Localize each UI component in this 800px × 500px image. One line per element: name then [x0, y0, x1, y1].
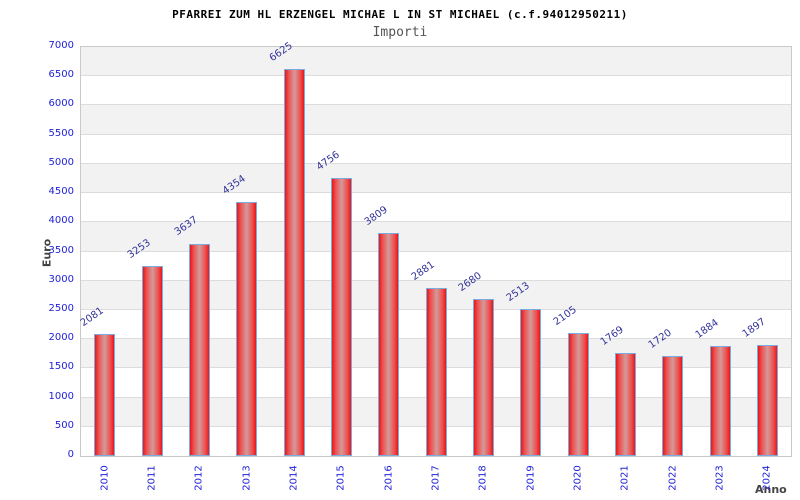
bar-2021: [614, 352, 636, 456]
x-tick-label: 2015: [335, 465, 347, 491]
x-tick-label: 2023: [714, 465, 726, 491]
bar-2022: [662, 355, 684, 456]
y-tick-label: 4000: [48, 215, 74, 227]
bar-2018: [472, 299, 494, 456]
x-tick-label: 2024: [761, 465, 773, 491]
plot-band: [81, 47, 791, 77]
bar-2011: [141, 265, 163, 456]
y-tick-label: 1000: [48, 390, 74, 402]
bar-2020: [567, 333, 589, 456]
gridline: [81, 279, 791, 281]
bar-2016: [378, 233, 400, 456]
y-tick-label: 3500: [48, 244, 74, 256]
y-tick-label: 1500: [48, 361, 74, 373]
plot-band: [81, 76, 791, 106]
chart-subtitle: Importi: [372, 25, 428, 40]
bar-2015: [330, 178, 352, 456]
gridline: [81, 75, 791, 77]
x-tick-label: 2011: [146, 465, 158, 491]
plot-band: [81, 193, 791, 223]
y-tick-label: 3000: [48, 273, 74, 285]
y-tick-label: 6500: [48, 69, 74, 81]
y-tick-label: 4500: [48, 186, 74, 198]
x-tick-label: 2020: [572, 465, 584, 491]
plot-area: 2081 3253 3637 4354 6625 4756 3809 2881 2680 2513…: [78, 40, 792, 457]
plot-band: [81, 163, 791, 194]
x-tick-label: 2018: [477, 465, 489, 491]
chart-title: PFARREI ZUM HL ERZENGEL MICHAE L IN ST M…: [172, 8, 628, 21]
x-tick-label: 2014: [288, 465, 300, 491]
x-axis-title: Anno: [755, 483, 787, 496]
plot-band: [81, 251, 791, 281]
y-tick-label: 7000: [48, 40, 74, 51]
x-tick-label: 2016: [383, 465, 395, 491]
plot-band: [81, 105, 791, 135]
bar-2023: [709, 345, 731, 456]
y-tick-label: 6000: [48, 98, 74, 110]
bar-2024: [756, 345, 778, 456]
x-tick-label: 2012: [193, 465, 205, 491]
y-tick-label: 5500: [48, 127, 74, 139]
x-tick-label: 2021: [619, 465, 631, 491]
y-tick-label: 500: [54, 419, 74, 431]
gridline: [81, 192, 791, 194]
x-tick-label: 2013: [241, 465, 253, 491]
y-tick-label: 2500: [48, 302, 74, 314]
x-tick-label: 2019: [525, 465, 537, 491]
bar-2012: [188, 243, 210, 456]
y-tick-label: 2000: [48, 332, 74, 344]
bar-2019: [520, 309, 542, 456]
plot-band: [81, 134, 791, 164]
x-tick-label: 2010: [99, 465, 111, 491]
gridline: [81, 250, 791, 252]
gridline: [81, 162, 791, 164]
y-tick-label: 5000: [48, 156, 74, 168]
x-tick-label: 2022: [667, 465, 679, 491]
x-tick-label: 2017: [430, 465, 442, 491]
bar-2014: [283, 68, 305, 456]
gridline: [81, 104, 791, 106]
bar-2017: [425, 287, 447, 456]
gridline: [81, 221, 791, 223]
gridline: [81, 133, 791, 135]
y-tick-label: 0: [67, 449, 74, 460]
bar-2010: [94, 334, 116, 456]
bar-2013: [236, 201, 258, 456]
